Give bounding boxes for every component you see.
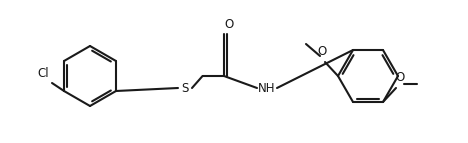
Text: O: O [224,18,234,31]
Text: S: S [181,82,189,95]
Text: O: O [317,45,327,58]
Text: Cl: Cl [37,67,49,80]
Text: O: O [395,71,405,84]
Text: NH: NH [258,82,276,95]
